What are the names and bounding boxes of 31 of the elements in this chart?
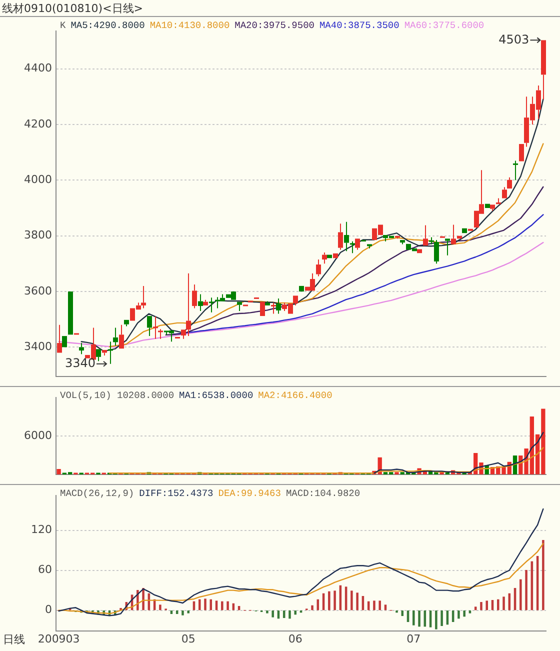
y-tick-label: 6000: [24, 428, 52, 442]
text: DEA:99.9463: [218, 488, 281, 499]
y-tick-label: 4400: [24, 62, 52, 75]
text: MA5:4290.8000: [70, 20, 145, 31]
legend-title: VOL(5,10) 10208.0000: [60, 390, 174, 401]
y-tick-label: 60: [38, 563, 52, 576]
x-tick-label: 06: [288, 632, 302, 646]
annotation: 4503: [498, 32, 530, 46]
y-tick-label: 120: [31, 523, 52, 536]
text: MA20:3975.9500: [234, 20, 314, 31]
y-tick-label: 3800: [24, 228, 52, 242]
text: 日线: [3, 632, 25, 647]
text: MA40:3875.3500: [319, 20, 400, 31]
x-tick-label: 05: [181, 632, 196, 646]
legend-title: K: [60, 20, 66, 31]
y-tick-label: 3400: [24, 340, 52, 354]
legend-title: MACD(26,12,9): [60, 488, 134, 499]
y-tick-label: 3600: [24, 284, 52, 298]
x-tick-label: 07: [406, 632, 421, 646]
text: DIFF:152.4373: [139, 488, 214, 499]
y-tick-label: 0: [45, 603, 52, 616]
text: MA10:4130.8000: [150, 20, 230, 31]
chart-title: 线材0910(010810)<日线>: [2, 1, 144, 16]
y-tick-label: 4000: [24, 173, 52, 186]
annotation: 3340: [64, 356, 96, 370]
text: MA60:3775.6000: [404, 20, 484, 31]
x-tick-label: 200903: [38, 632, 80, 646]
text: MA1:6538.0000: [179, 390, 254, 401]
text: MACD:104.9820: [286, 488, 360, 499]
text: MA2:4166.4000: [258, 390, 332, 401]
y-tick-label: 4200: [24, 117, 52, 130]
